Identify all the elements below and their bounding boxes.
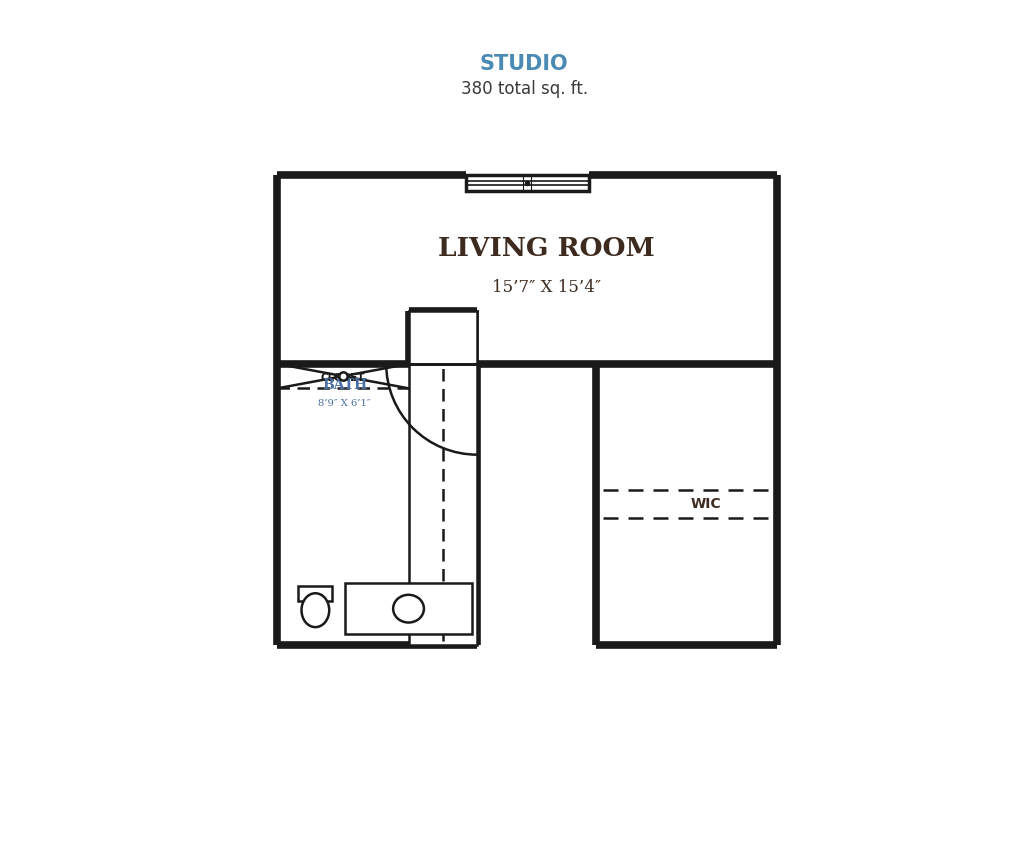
Text: BATH: BATH xyxy=(323,378,368,393)
Bar xyxy=(410,311,477,645)
Bar xyxy=(345,583,472,634)
Text: CLOSET: CLOSET xyxy=(321,373,366,383)
Bar xyxy=(466,175,589,190)
Text: 380 total sq. ft.: 380 total sq. ft. xyxy=(461,80,588,99)
Text: STUDIO: STUDIO xyxy=(480,54,568,74)
Ellipse shape xyxy=(393,595,424,622)
Bar xyxy=(410,311,477,364)
Ellipse shape xyxy=(301,593,330,627)
Text: LIVING ROOM: LIVING ROOM xyxy=(438,236,654,261)
Bar xyxy=(298,586,333,601)
Text: 8’9″ X 6’1″: 8’9″ X 6’1″ xyxy=(318,400,371,408)
Text: WIC: WIC xyxy=(691,497,722,512)
Text: 15’7″ X 15’4″: 15’7″ X 15’4″ xyxy=(492,279,601,296)
